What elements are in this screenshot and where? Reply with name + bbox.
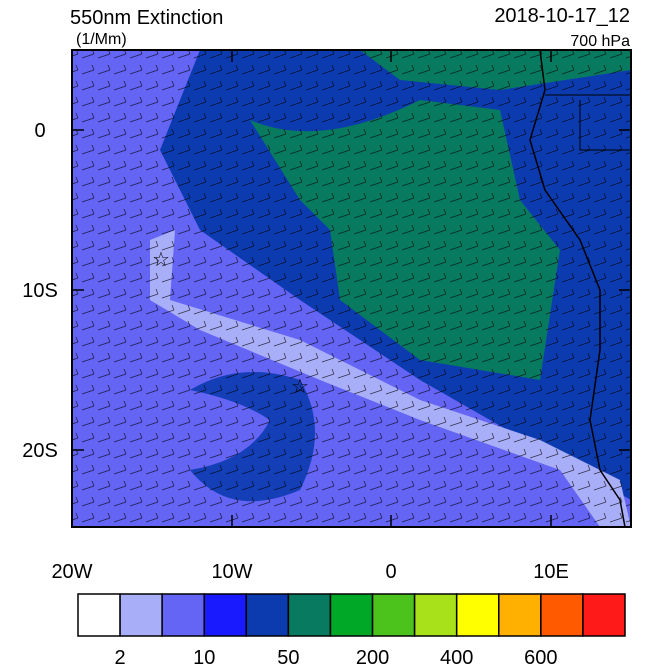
- colorbar-box: [413, 593, 458, 637]
- lon-label: 20W: [51, 561, 92, 583]
- colorbar: 2 10 50 200 400 600: [77, 593, 626, 667]
- colorbar-label: 10: [193, 647, 215, 667]
- colorbar-box: [371, 593, 416, 637]
- colorbar-box: [540, 593, 584, 637]
- star-marker: ☆: [291, 376, 309, 398]
- colorbar-box: [119, 593, 163, 637]
- lon-label: 10W: [211, 561, 252, 583]
- map-frame: [71, 49, 632, 528]
- colorbar-label: 200: [356, 647, 389, 667]
- lat-label: 20S: [22, 440, 58, 462]
- colorbar-label: 2: [115, 647, 126, 667]
- map-field: [72, 50, 631, 527]
- level: 700 hPa: [570, 33, 630, 50]
- lon-label: 0: [385, 561, 396, 583]
- colorbar-box: [498, 593, 542, 637]
- colorbar-box: [203, 593, 248, 637]
- lat-label: 10S: [22, 280, 58, 302]
- units: (1/Mm): [76, 31, 127, 48]
- colorbar-box: [77, 593, 121, 637]
- title: 550nm Extinction: [70, 7, 223, 29]
- colorbar-box: [161, 593, 205, 637]
- date: 2018-10-17_12: [494, 5, 630, 27]
- colorbar-box: [455, 593, 500, 637]
- star-marker: ☆: [152, 249, 170, 271]
- colorbar-label: 600: [524, 647, 557, 667]
- colorbar-box: [245, 593, 290, 637]
- colorbar-box: [582, 593, 626, 637]
- colorbar-box: [329, 593, 374, 637]
- colorbar-label: 50: [277, 647, 299, 667]
- lat-label: 0: [34, 120, 45, 142]
- tick-marks: [72, 50, 631, 527]
- lon-label: 10E: [533, 561, 569, 583]
- colorbar-box: [287, 593, 332, 637]
- colorbar-label: 400: [440, 647, 473, 667]
